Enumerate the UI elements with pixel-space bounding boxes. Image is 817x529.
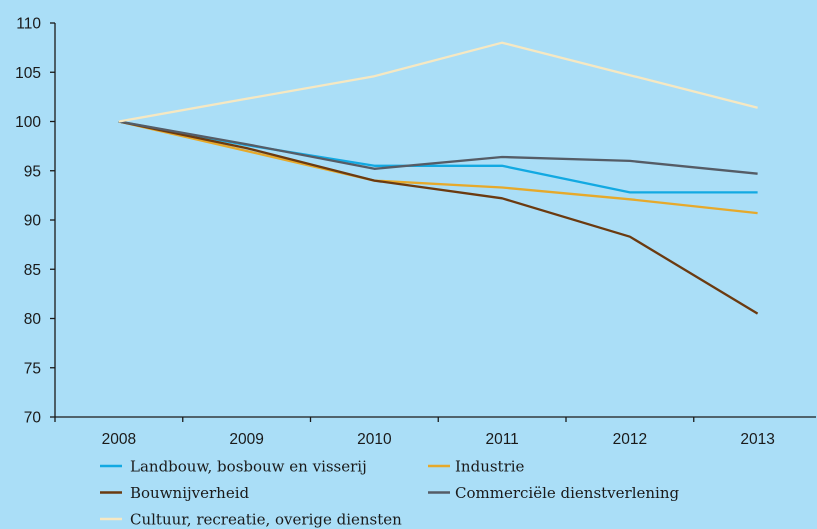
legend-label: Cultuur, recreatie, overige diensten — [130, 511, 402, 529]
legend-label: Bouwnijverheid — [130, 484, 250, 502]
legend-item-landbouw-bosbouw-en-visserij: Landbouw, bosbouw en visserij — [100, 458, 367, 476]
legend-item-industrie: Industrie — [428, 458, 525, 476]
legend-item-bouwnijverheid: Bouwnijverheid — [100, 484, 250, 502]
axes: 70 75 80 85 90 95 100 105 110 2008 2009 2010 2011 201… — [15, 16, 816, 448]
legend-item-cultuur-recreatie-overige-diensten: Cultuur, recreatie, overige diensten — [100, 511, 402, 529]
legend-item-commerciele-dienstverlening: Commerciële dienstverlening — [428, 484, 679, 502]
y-tick-label: 75 — [24, 360, 41, 377]
x-tick-label: 2010 — [357, 431, 392, 448]
legend-label: Commerciële dienstverlening — [455, 484, 679, 502]
y-tick-label: 90 — [24, 213, 42, 230]
series-line-cultuur-recreatie-overige-diensten — [118, 41, 758, 123]
x-tick-label: 2009 — [229, 431, 263, 448]
legend-label: Landbouw, bosbouw en visserij — [130, 458, 367, 476]
x-tick-label: 2011 — [485, 431, 518, 448]
series-line-industrie — [118, 120, 758, 215]
y-tick-label: 100 — [15, 114, 41, 131]
series-line-bouwnijverheid — [118, 120, 759, 315]
y-tick-label: 95 — [24, 163, 41, 180]
series-line-commerciele-dienstverlening — [118, 120, 758, 175]
x-tick-label: 2012 — [613, 431, 647, 448]
y-tick-label: 85 — [24, 262, 41, 279]
y-tick-label: 105 — [15, 65, 41, 82]
x-tick-label: 2008 — [102, 431, 136, 448]
y-tick-label: 70 — [24, 410, 42, 427]
y-tick-label: 110 — [16, 16, 41, 33]
series-lines — [118, 41, 759, 315]
x-tick-label: 2013 — [740, 431, 774, 448]
legend-label: Industrie — [455, 458, 525, 476]
y-tick-label: 80 — [24, 311, 42, 328]
legend: Landbouw, bosbouw en visserij Industrie Bo… — [100, 458, 679, 529]
